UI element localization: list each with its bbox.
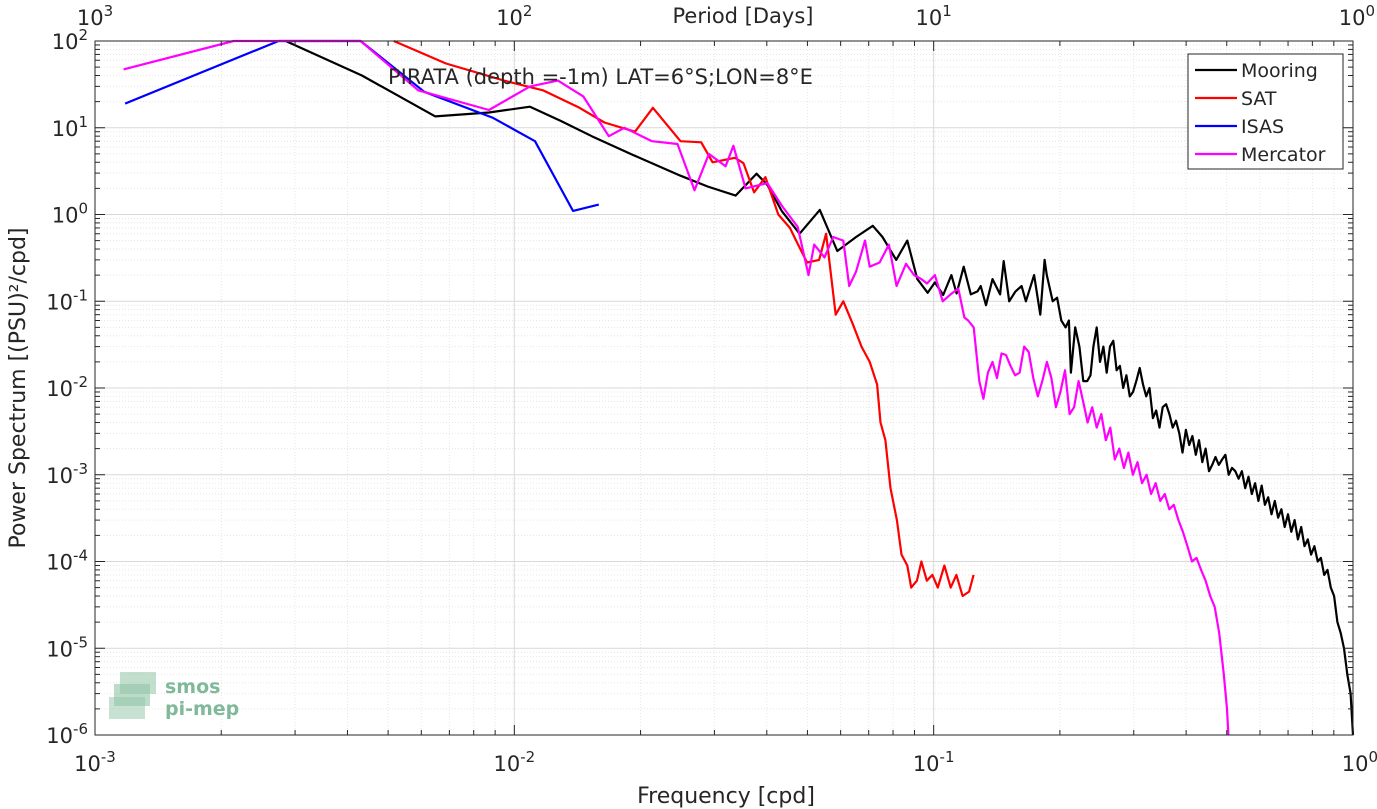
top-tick-label: 100 [1339, 2, 1375, 30]
y-tick-label: 10-4 [46, 547, 88, 575]
x-axis-label: Frequency [cpd] [637, 784, 815, 809]
chart-title: PIRATA (depth =-1m) LAT=6°S;LON=8°E [388, 65, 813, 89]
top-tick-label: 101 [916, 2, 952, 30]
y-tick-label: 10-5 [46, 633, 88, 661]
grid [94, 41, 1353, 736]
x-tick-label: 100 [1342, 748, 1377, 776]
y-tick-label: 10-1 [46, 286, 88, 314]
legend-items: Mooring SAT ISAS Mercator [1195, 60, 1326, 166]
series-line-sat [393, 39, 975, 598]
logo-text-line2: pi-mep [165, 698, 239, 720]
top-axis-label: Period [Days] [673, 4, 814, 28]
y-tick-label: 101 [52, 113, 88, 141]
legend-box [1187, 53, 1344, 170]
legend-label-isas: ISAS [1241, 116, 1284, 138]
x-tick-label: 10-1 [913, 748, 955, 776]
legend-label-sat: SAT [1241, 88, 1277, 110]
logo-text-line1: smos [165, 676, 220, 698]
y-tick-label: 10-3 [46, 460, 88, 488]
series-line-mercator [123, 39, 1230, 736]
smos-pi-mep-logo: smos pi-mep [109, 672, 239, 720]
legend-label-mercator: Mercator [1241, 144, 1326, 166]
legend-label-mooring: Mooring [1241, 60, 1318, 82]
x-tick-label: 10-3 [74, 748, 116, 776]
y-tick-label: 10-2 [46, 373, 88, 401]
logo-mark-icon [109, 672, 156, 719]
y-tick-label: 102 [52, 26, 88, 54]
x-tick-label: 10-2 [493, 748, 535, 776]
y-tick-label: 100 [52, 200, 88, 228]
top-tick-label: 103 [77, 2, 113, 30]
series-line-mooring [285, 39, 1355, 736]
top-tick-label: 102 [496, 2, 532, 30]
legend: Mooring SAT ISAS Mercator [1187, 53, 1344, 170]
y-axis-label: Power Spectrum [(PSU)²/cpd] [6, 227, 31, 548]
y-tick-label: 10-6 [46, 720, 88, 748]
